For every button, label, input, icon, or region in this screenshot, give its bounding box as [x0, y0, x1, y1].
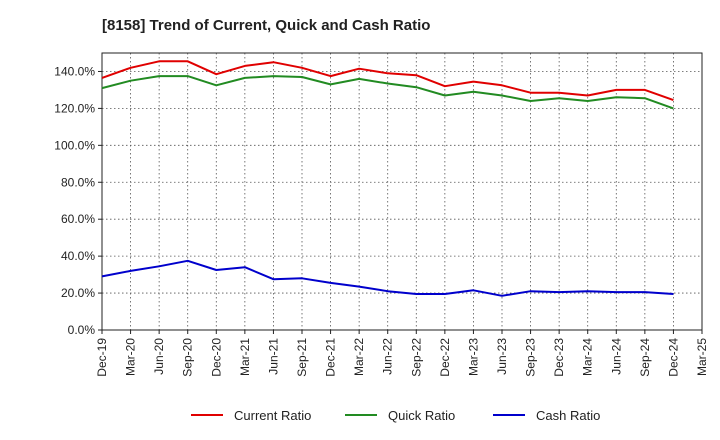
- x-tick-label: Dec-20: [209, 338, 223, 377]
- current-ratio-line: [101, 60, 674, 102]
- y-tick-label: 100.0%: [54, 138, 95, 152]
- y-tick-label: 20.0%: [61, 286, 95, 300]
- y-tick-label: 120.0%: [54, 101, 95, 115]
- x-tick-label: Sep-21: [295, 338, 309, 377]
- y-tick-label: 140.0%: [54, 64, 95, 78]
- x-tick-label: Dec-21: [324, 338, 338, 377]
- x-tick-label: Mar-20: [124, 338, 138, 376]
- x-tick-label: Mar-25: [695, 338, 709, 376]
- x-tick-label: Mar-24: [581, 338, 595, 376]
- x-tick-label: Dec-23: [552, 338, 566, 377]
- x-tick-label: Jun-22: [381, 338, 395, 375]
- current-ratio-legend-label: Current Ratio: [234, 408, 311, 423]
- x-tick-label: Dec-24: [666, 338, 680, 377]
- x-tick-label: Mar-22: [352, 338, 366, 376]
- chart-title: [8158] Trend of Current, Quick and Cash …: [102, 17, 430, 34]
- x-tick-label: Dec-19: [95, 338, 109, 377]
- legend: Current Ratio Quick Ratio Cash Ratio: [191, 408, 600, 423]
- x-tick-label: Mar-23: [466, 338, 480, 376]
- x-tick-label: Jun-20: [152, 338, 166, 375]
- axes: 0.0% 20.0% 40.0% 60.0% 80.0% 100.0% 120.0% 140.…: [54, 52, 709, 377]
- x-tick-label: Sep-23: [524, 338, 538, 377]
- quick-ratio-legend-label: Quick Ratio: [388, 408, 455, 423]
- x-tick-label: Jun-24: [609, 338, 623, 375]
- series: [101, 60, 674, 297]
- x-tick-label: Jun-23: [495, 338, 509, 375]
- x-tick-label: Jun-21: [266, 338, 280, 375]
- y-tick-label: 0.0%: [68, 323, 96, 337]
- cash-ratio-line: [101, 259, 674, 297]
- x-tick-label: Sep-22: [409, 338, 423, 377]
- x-tick-label: Mar-21: [238, 338, 252, 376]
- y-tick-label: 80.0%: [61, 175, 95, 189]
- y-tick-label: 40.0%: [61, 249, 95, 263]
- plot-frame: [101, 52, 703, 331]
- grid: [102, 53, 702, 330]
- quick-ratio-line: [101, 75, 674, 110]
- x-tick-label: Sep-24: [638, 338, 652, 377]
- x-tick-label: Dec-22: [438, 338, 452, 377]
- x-tick-label: Sep-20: [181, 338, 195, 377]
- y-tick-label: 60.0%: [61, 212, 95, 226]
- cash-ratio-legend-label: Cash Ratio: [536, 408, 600, 423]
